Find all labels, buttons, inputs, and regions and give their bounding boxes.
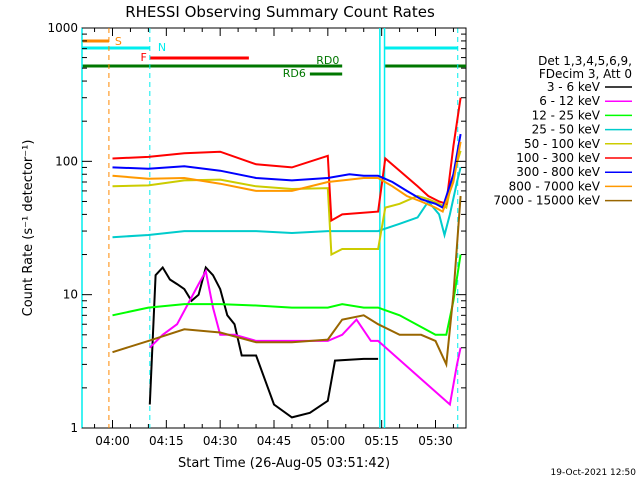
series-line-25-50-kev xyxy=(112,167,462,239)
status-bars: S NF RD0 RD6 xyxy=(81,28,466,428)
legend-entry-label: 300 - 800 keV xyxy=(516,165,600,179)
x-tick-label: 04:15 xyxy=(149,434,184,448)
series-lines xyxy=(112,97,462,419)
y-tick-label: 1000 xyxy=(47,21,78,35)
x-tick-label: 04:45 xyxy=(257,434,292,448)
legend-header-line-2: FDecim 3, Att 0 xyxy=(539,67,632,81)
series-line-3-6-kev xyxy=(148,265,379,419)
legend-entry-label: 100 - 300 keV xyxy=(516,151,600,165)
legend-header-line-1: Det 1,3,4,5,6,9, xyxy=(538,54,632,68)
series-line-800-7000-kev xyxy=(112,141,462,214)
status-label-n: N xyxy=(158,41,166,54)
status-label-rd0: RD0 xyxy=(316,54,339,67)
legend-entry-label: 800 - 7000 keV xyxy=(509,179,601,193)
y-tick-label: 100 xyxy=(55,154,78,168)
legend-entry-label: 25 - 50 keV xyxy=(532,123,601,137)
y-axis-label: Count Rate (s⁻¹ detector⁻¹) xyxy=(21,140,36,317)
legend-entry-label: 12 - 25 keV xyxy=(532,108,601,122)
x-tick-label: 04:30 xyxy=(203,434,238,448)
series-line-12-25-kev xyxy=(112,254,462,336)
footer-date: 19-Oct-2021 12:50 xyxy=(551,468,637,478)
legend-entry-label: 3 - 6 keV xyxy=(547,80,601,94)
series-line-6-12-kev xyxy=(149,268,462,407)
x-tick-label: 05:30 xyxy=(418,434,453,448)
series-line-100-300-kev xyxy=(112,97,462,223)
series-line-300-800-kev xyxy=(112,133,462,210)
legend-entry-label: 6 - 12 keV xyxy=(539,94,601,108)
y-tick-label: 10 xyxy=(63,288,78,302)
legend-entry-label: 50 - 100 keV xyxy=(524,137,601,151)
x-tick-label: 05:15 xyxy=(364,434,399,448)
x-tick-label: 05:00 xyxy=(311,434,346,448)
status-label-f: F xyxy=(140,51,146,64)
chart-title: RHESSI Observing Summary Count Rates xyxy=(125,3,435,21)
x-tick-label: 04:00 xyxy=(95,434,130,448)
series-line-7000-15000-kev xyxy=(112,195,462,369)
status-label-rd6: RD6 xyxy=(283,67,306,80)
status-label-s: S xyxy=(115,35,122,48)
legend-entry-label: 7000 - 15000 keV xyxy=(493,194,600,208)
series-line-50-100-kev xyxy=(112,150,462,257)
y-tick-label: 1 xyxy=(70,421,78,435)
x-axis-label: Start Time (26-Aug-05 03:51:42) xyxy=(178,456,390,471)
axes: 04:00 04:15 04:30 04:45 05:00 05:15 05:30 1 10 10… xyxy=(47,21,466,448)
legend: Det 1,3,4,5,6,9, FDecim 3, Att 0 3 - 6 k… xyxy=(493,54,632,208)
